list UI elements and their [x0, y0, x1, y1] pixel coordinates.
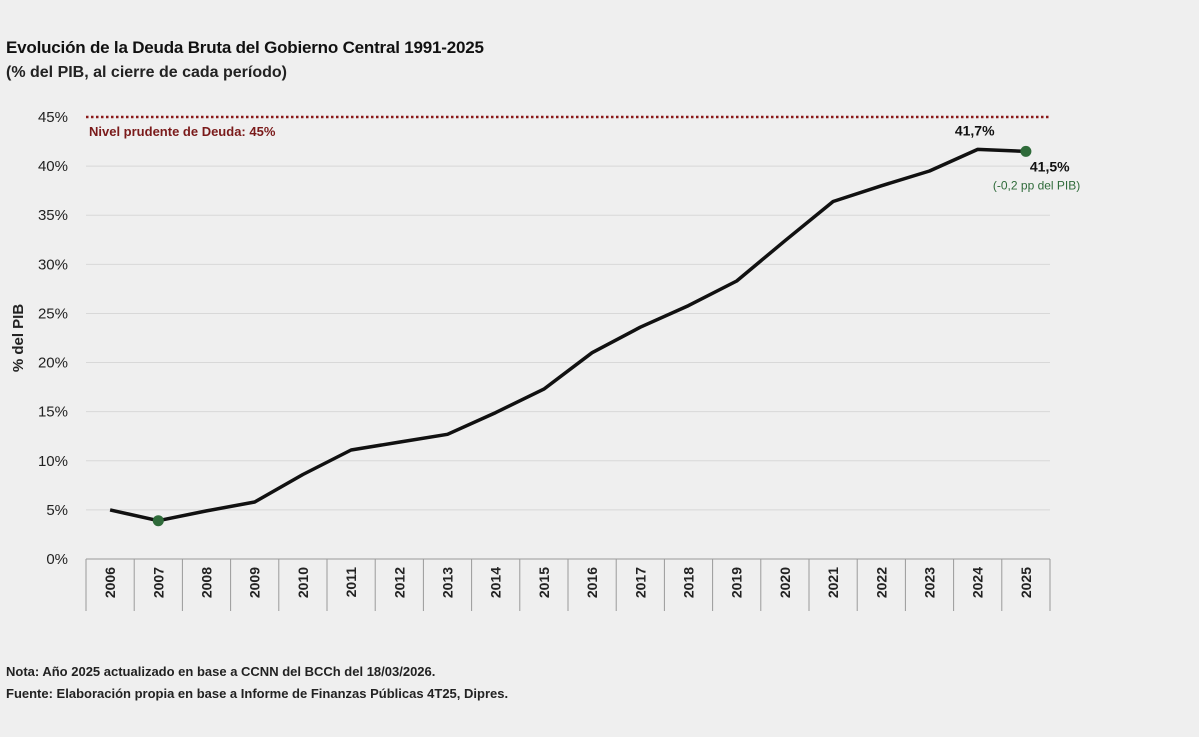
x-axis-ticks: 2006 2007 2008 2009 2010 2011 2012 2013 2014 2015…: [85, 559, 1051, 611]
x-tick-label-2019: 2019: [729, 567, 745, 598]
y-tick-label-0: 0%: [46, 551, 68, 568]
highlight-point-2025: [1020, 145, 1032, 157]
y-tick-label-20: 20%: [38, 355, 68, 372]
x-tick-label-2018: 2018: [681, 567, 697, 598]
highlight-points: [152, 145, 1032, 527]
x-tick-label-2024: 2024: [970, 567, 986, 598]
x-tick-label-2013: 2013: [440, 567, 456, 598]
x-tick-label-2012: 2012: [391, 567, 407, 598]
y-tick-label-15: 15%: [38, 404, 68, 421]
note-text: Nota: Año 2025 actualizado en base a CCN…: [6, 664, 436, 679]
x-tick-label-2014: 2014: [488, 567, 504, 598]
x-tick-label-2016: 2016: [584, 567, 600, 598]
grid-lines: [86, 165, 1050, 511]
y-tick-label-25: 25%: [38, 305, 68, 322]
x-tick-label-2022: 2022: [873, 567, 889, 598]
x-tick-label-2007: 2007: [150, 567, 166, 598]
y-axis-label: % del PIB: [10, 304, 27, 373]
y-tick-label-35: 35%: [38, 207, 68, 224]
y-tick-label-30: 30%: [38, 256, 68, 273]
x-tick-label-2025: 2025: [1018, 567, 1034, 598]
x-tick-label-2011: 2011: [343, 567, 359, 598]
annotation-2025-value: 41,5%: [1030, 158, 1070, 174]
x-tick-label-2009: 2009: [247, 567, 263, 598]
chart-subtitle: (% del PIB, al cierre de cada período): [6, 64, 287, 81]
chart-title: Evolución de la Deuda Bruta del Gobierno…: [6, 38, 484, 57]
y-tick-label-40: 40%: [38, 158, 68, 175]
x-tick-label-2021: 2021: [825, 567, 841, 598]
x-tick-label-2020: 2020: [777, 567, 793, 598]
annotation-2024-value: 41,7%: [955, 122, 995, 138]
chart-notes: Nota: Año 2025 actualizado en base a CCN…: [6, 661, 508, 705]
y-tick-label-5: 5%: [46, 502, 68, 519]
annotation-2025-change: (-0,2 pp del PIB): [993, 178, 1080, 192]
prudent-debt-label: Nivel prudente de Deuda: 45%: [89, 124, 276, 139]
source-text: Fuente: Elaboración propia en base a Inf…: [6, 686, 509, 701]
debt-series-line: [109, 147, 1026, 523]
x-tick-label-2015: 2015: [536, 567, 552, 598]
x-tick-label-2023: 2023: [922, 567, 938, 598]
x-tick-label-2008: 2008: [199, 567, 215, 598]
y-tick-label-10: 10%: [38, 453, 68, 470]
y-axis-ticks: 0% 5% 10% 15% 20% 25% 30% 35% 40% 45%: [38, 109, 68, 568]
x-tick-label-2010: 2010: [295, 567, 311, 598]
y-tick-label-45: 45%: [38, 109, 68, 126]
x-tick-label-2006: 2006: [102, 567, 118, 598]
highlight-point-2007: [152, 515, 164, 527]
x-tick-label-2017: 2017: [632, 567, 648, 598]
